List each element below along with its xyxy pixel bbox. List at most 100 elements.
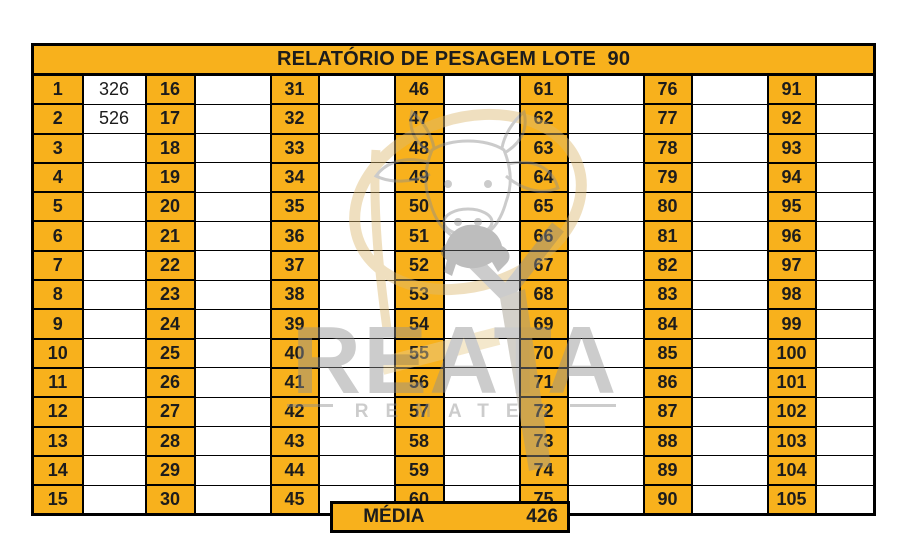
- animal-number-cell: 15: [31, 484, 84, 516]
- table-row: 13 28 43 58 73 88 103: [31, 425, 876, 457]
- animal-number-cell: 101: [766, 366, 817, 399]
- weight-value-cell: [443, 220, 520, 252]
- weight-value-cell: [194, 133, 271, 164]
- weight-value-cell: [82, 426, 146, 457]
- weight-value-cell: [691, 191, 768, 222]
- weight-value-cell: 326: [82, 74, 146, 105]
- weight-value-cell: [194, 396, 271, 428]
- animal-number-cell: 57: [393, 396, 445, 428]
- animal-number-cell: 86: [642, 366, 693, 399]
- animal-number-cell: 27: [144, 396, 196, 428]
- weight-value-cell: [567, 220, 644, 252]
- animal-number-cell: 23: [144, 279, 196, 311]
- weight-value-cell: [194, 308, 271, 340]
- weight-value-cell: [194, 455, 271, 486]
- weight-value-cell: [443, 133, 520, 164]
- animal-number-cell: 83: [642, 279, 693, 311]
- animal-number-cell: 18: [144, 132, 196, 164]
- animal-number-cell: 56: [393, 366, 445, 399]
- table-row: 3 18 33 48 63 78 93: [31, 132, 876, 164]
- weight-value-cell: [814, 308, 876, 340]
- weight-value-cell: [814, 74, 876, 105]
- animal-number-cell: 8: [31, 279, 84, 311]
- weight-value-cell: [443, 367, 520, 398]
- weight-value-cell: [318, 103, 395, 135]
- animal-number-cell: 68: [518, 279, 569, 311]
- weight-value-cell: [814, 162, 876, 193]
- animal-number-cell: 89: [642, 454, 693, 487]
- weights-table-body: 1 326 16 31 46 61 76 91 2 526 17 32 47 62 77 92 3 18 33 48 6…: [31, 73, 876, 516]
- table-row: 7 22 37 52 67 82 97: [31, 249, 876, 282]
- weight-value-cell: [82, 191, 146, 222]
- animal-number-cell: 34: [269, 161, 320, 194]
- weight-value-cell: [567, 74, 644, 105]
- weight-value-cell: [194, 426, 271, 457]
- weight-value-cell: [82, 367, 146, 398]
- animal-number-cell: 54: [393, 308, 445, 340]
- weight-value-cell: [567, 455, 644, 486]
- animal-number-cell: 28: [144, 425, 196, 457]
- table-row: 10 25 40 55 70 85 100: [31, 337, 876, 369]
- animal-number-cell: 25: [144, 337, 196, 369]
- table-row: 8 23 38 53 68 83 98: [31, 279, 876, 311]
- weight-value-cell: [567, 133, 644, 164]
- animal-number-cell: 90: [642, 484, 693, 516]
- weight-value-cell: [318, 250, 395, 281]
- animal-number-cell: 99: [766, 308, 817, 340]
- weight-value-cell: [82, 220, 146, 252]
- animal-number-cell: 105: [766, 484, 817, 516]
- animal-number-cell: 46: [393, 73, 445, 106]
- weight-value-cell: [691, 279, 768, 310]
- weight-value-cell: [82, 396, 146, 428]
- weight-value-cell: [318, 191, 395, 222]
- animal-number-cell: 29: [144, 454, 196, 487]
- weight-value-cell: [691, 133, 768, 164]
- animal-number-cell: 43: [269, 425, 320, 457]
- weight-value-cell: [82, 133, 146, 164]
- animal-number-cell: 77: [642, 103, 693, 135]
- weight-value-cell: [814, 426, 876, 457]
- weight-value-cell: [318, 308, 395, 340]
- weight-value-cell: [318, 279, 395, 310]
- table-row: 15 30 45 60 75 90 105: [31, 484, 876, 516]
- animal-number-cell: 7: [31, 249, 84, 282]
- animal-number-cell: 14: [31, 454, 84, 487]
- weight-value-cell: [194, 191, 271, 222]
- report-title: RELATÓRIO DE PESAGEM LOTE 90: [31, 44, 876, 76]
- table-row: 12 27 42 57 72 87 102: [31, 396, 876, 428]
- weight-value-cell: [567, 396, 644, 428]
- table-row: 5 20 35 50 65 80 95: [31, 191, 876, 223]
- weight-value-cell: [318, 396, 395, 428]
- weight-value-cell: [691, 74, 768, 105]
- weight-value-cell: [567, 162, 644, 193]
- weight-value-cell: [814, 396, 876, 428]
- animal-number-cell: 50: [393, 191, 445, 223]
- weight-value-cell: [691, 250, 768, 281]
- animal-number-cell: 71: [518, 366, 569, 399]
- weight-value-cell: [567, 103, 644, 135]
- weight-value-cell: [443, 191, 520, 222]
- animal-number-cell: 53: [393, 279, 445, 311]
- weight-value-cell: [194, 103, 271, 135]
- animal-number-cell: 49: [393, 161, 445, 194]
- weight-value-cell: [814, 220, 876, 252]
- weight-value-cell: [82, 338, 146, 369]
- weight-value-cell: [691, 308, 768, 340]
- animal-number-cell: 82: [642, 249, 693, 282]
- weight-value-cell: [814, 367, 876, 398]
- animal-number-cell: 45: [269, 484, 320, 516]
- animal-number-cell: 17: [144, 103, 196, 135]
- weight-value-cell: [567, 191, 644, 222]
- weight-value-cell: [194, 367, 271, 398]
- animal-number-cell: 51: [393, 220, 445, 252]
- weight-value-cell: [318, 133, 395, 164]
- table-row: 6 21 36 51 66 81 96: [31, 220, 876, 252]
- animal-number-cell: 33: [269, 132, 320, 164]
- weight-value-cell: [318, 426, 395, 457]
- weight-value-cell: [82, 308, 146, 340]
- animal-number-cell: 64: [518, 161, 569, 194]
- animal-number-cell: 80: [642, 191, 693, 223]
- weight-value-cell: [567, 250, 644, 281]
- weight-value-cell: [691, 103, 768, 135]
- table-row: 2 526 17 32 47 62 77 92: [31, 103, 876, 135]
